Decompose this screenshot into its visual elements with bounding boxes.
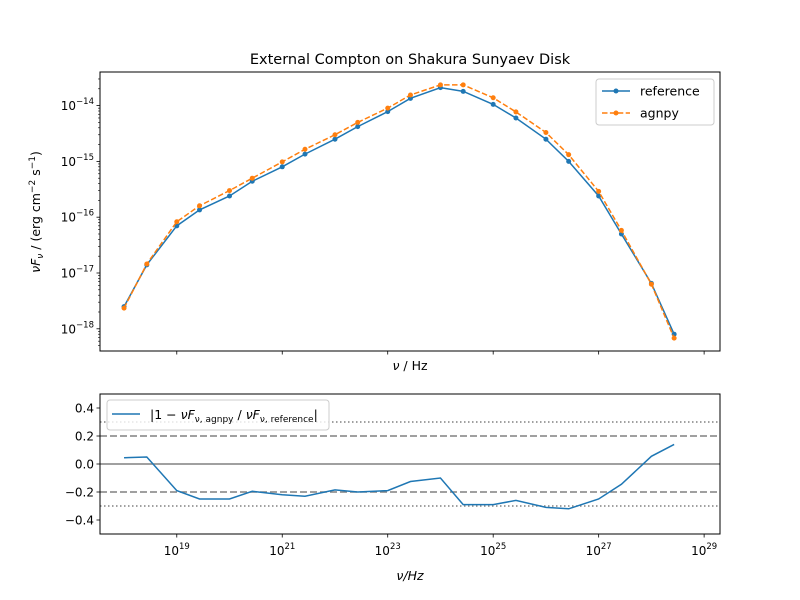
sed-point-agnpy (513, 109, 519, 115)
sed-point-reference (543, 136, 549, 142)
sed-point-reference (227, 193, 233, 199)
sed-series-line-agnpy (123, 84, 675, 339)
sed-point-agnpy (302, 146, 308, 152)
residual-y-tick-label: 0.0 (75, 458, 94, 472)
sed-y-ticks: 10−18 10−17 10−16 10−15 10−14 (61, 78, 100, 346)
legend-agnpy-label: agnpy (640, 106, 679, 121)
sed-point-agnpy (460, 82, 466, 88)
residual-x-tick-label: 1025 (480, 542, 506, 558)
sed-point-agnpy (618, 227, 624, 233)
residual-legend-box (106, 399, 330, 431)
residual-legend: |1 − νFν, agnpy / νFν, reference| (106, 399, 330, 431)
sed-point-agnpy (279, 159, 285, 165)
sed-point-agnpy (227, 188, 233, 194)
residual-x-axis-label: ν/Hz (396, 568, 424, 583)
sed-point-agnpy (121, 305, 127, 311)
residual-y-tick-label: −0.2 (65, 486, 94, 500)
residual-x-tick-label: 1019 (164, 542, 190, 558)
sed-point-agnpy (596, 188, 602, 194)
sed-point-reference (332, 136, 338, 142)
svg-text:ν/Hz: ν/Hz (396, 568, 424, 583)
residual-plot-frame (99, 393, 721, 535)
residual-series-line (124, 443, 675, 510)
sed-point-reference (596, 193, 602, 199)
residual-y-ticks: −0.4 −0.2 0.0 0.2 0.4 (65, 402, 100, 528)
sed-point-reference (302, 151, 308, 157)
residual-x-tick-label: 1021 (269, 542, 295, 558)
sed-point-reference (566, 158, 572, 164)
sed-point-agnpy (490, 95, 496, 101)
residual-y-tick-label: −0.4 (65, 514, 94, 528)
residual-reference-lines (100, 421, 720, 507)
svg-text:νFν / (erg cm−2 s−1): νFν / (erg cm−2 s−1) (28, 151, 46, 273)
residual-y-tick-label: 0.4 (75, 402, 94, 416)
sed-point-agnpy (385, 105, 391, 111)
sed-point-agnpy (332, 132, 338, 138)
sed-point-reference (355, 124, 361, 130)
sed-point-reference (385, 109, 391, 115)
sed-y-tick-label: 10−18 (61, 320, 94, 336)
sed-point-agnpy (355, 119, 361, 125)
sed-point-reference (279, 164, 285, 170)
sed-point-agnpy (543, 129, 549, 135)
sed-series (121, 82, 677, 341)
sed-y-tick-label: 10−15 (61, 153, 94, 169)
sed-point-reference (490, 101, 496, 107)
sed-y-tick-label: 10−16 (61, 209, 94, 225)
sed-panel: External Compton on Shakura Sunyaev Disk… (28, 52, 721, 373)
residual-x-ticks: 1019 1021 1023 1025 1027 1029 (164, 534, 717, 558)
sed-point-agnpy (437, 82, 443, 88)
residual-x-tick-label: 1027 (586, 542, 612, 558)
residual-x-tick-label: 1029 (691, 542, 717, 558)
residual-x-tick-label: 1023 (375, 542, 401, 558)
legend-residual-label: |1 − νFν, agnpy / νFν, reference| (150, 407, 318, 425)
sed-x-axis-label: ν / Hz (392, 358, 428, 373)
sed-point-agnpy (144, 261, 150, 267)
legend-reference-label: reference (640, 84, 700, 99)
sed-point-reference (460, 88, 466, 94)
sed-chart-title: External Compton on Shakura Sunyaev Disk (250, 52, 571, 68)
sed-plot-frame (99, 71, 721, 352)
sed-y-tick-label: 10−17 (61, 264, 94, 280)
sed-point-reference (513, 115, 519, 121)
svg-text:ν / Hz: ν / Hz (392, 358, 428, 373)
sed-point-agnpy (174, 219, 180, 225)
sed-point-agnpy (407, 92, 413, 98)
residual-series (124, 443, 675, 510)
sed-series-line-reference (123, 86, 675, 335)
sed-x-ticks (176, 351, 705, 355)
sed-point-agnpy (197, 203, 203, 209)
residual-y-tick-label: 0.2 (75, 430, 94, 444)
sed-point-agnpy (671, 335, 677, 341)
sed-legend: reference agnpy (595, 78, 715, 126)
sed-point-agnpy (566, 152, 572, 158)
residual-panel: −0.4−0.20.00.20.4 1019 1021 1023 1025 1027 10… (65, 393, 721, 583)
legend-reference-marker (613, 88, 619, 94)
sed-point-agnpy (249, 175, 255, 181)
sed-point-reference (197, 207, 203, 213)
sed-y-axis-label: νFν / (erg cm−2 s−1) (28, 151, 46, 273)
legend-agnpy-marker (613, 110, 619, 116)
sed-y-tick-label: 10−14 (61, 97, 94, 113)
sed-point-agnpy (648, 281, 654, 287)
